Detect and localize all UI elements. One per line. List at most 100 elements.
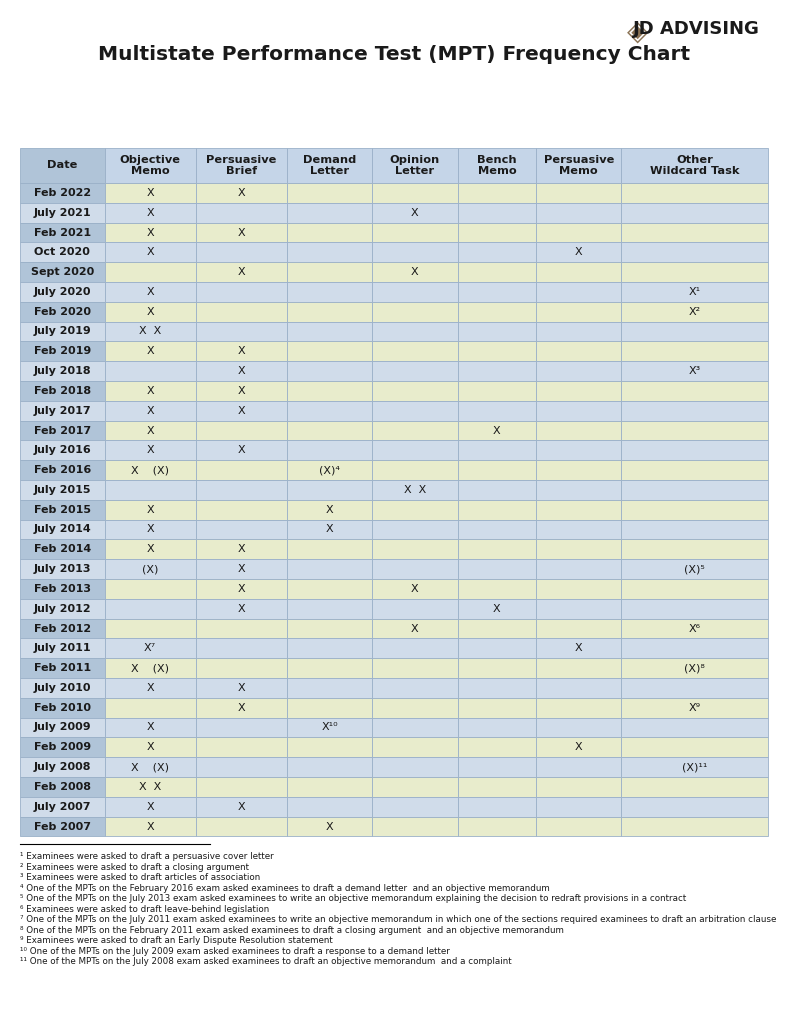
Bar xyxy=(458,441,536,460)
Text: X: X xyxy=(146,544,154,554)
Bar xyxy=(458,263,536,282)
Bar xyxy=(372,757,458,777)
Text: X  X: X X xyxy=(403,485,426,494)
Text: X: X xyxy=(146,386,154,396)
Bar xyxy=(20,697,104,718)
Bar xyxy=(536,441,622,460)
Bar xyxy=(458,540,536,559)
Text: X: X xyxy=(238,228,245,238)
Text: X: X xyxy=(238,406,245,416)
Bar xyxy=(536,282,622,302)
Bar xyxy=(372,678,458,697)
Text: Feb 2021: Feb 2021 xyxy=(34,228,91,238)
Bar xyxy=(622,242,768,263)
Text: X: X xyxy=(575,644,582,653)
Bar xyxy=(372,148,458,183)
Bar xyxy=(20,519,104,540)
Text: X    (X): X (X) xyxy=(131,762,169,772)
Bar xyxy=(195,222,287,242)
Bar xyxy=(20,579,104,598)
Bar xyxy=(622,777,768,797)
Bar xyxy=(458,282,536,302)
Text: ⁷ One of the MPTs on the July 2011 exam asked examinees to write an objective me: ⁷ One of the MPTs on the July 2011 exam … xyxy=(20,916,776,924)
Bar xyxy=(104,362,195,381)
Text: Persuasive
Memo: Persuasive Memo xyxy=(543,154,614,176)
Bar xyxy=(20,381,104,401)
Bar xyxy=(20,817,104,836)
Bar xyxy=(458,381,536,401)
Bar xyxy=(287,282,372,302)
Bar xyxy=(287,817,372,836)
Bar xyxy=(622,540,768,559)
Bar xyxy=(20,797,104,817)
Bar xyxy=(372,183,458,203)
Text: Feb 2011: Feb 2011 xyxy=(34,663,91,673)
Bar xyxy=(622,737,768,757)
Bar xyxy=(104,519,195,540)
Text: Objective
Memo: Objective Memo xyxy=(119,154,181,176)
Bar xyxy=(287,639,372,658)
Bar xyxy=(195,757,287,777)
Bar xyxy=(104,263,195,282)
Bar xyxy=(458,183,536,203)
Bar xyxy=(372,598,458,619)
Bar xyxy=(622,282,768,302)
Text: ⁹ Examinees were asked to draft an Early Dispute Resolution statement: ⁹ Examinees were asked to draft an Early… xyxy=(20,936,333,946)
Text: ⁸ One of the MPTs on the February 2011 exam asked examinees to draft a closing a: ⁸ One of the MPTs on the February 2011 e… xyxy=(20,926,564,935)
Bar xyxy=(104,737,195,757)
Bar xyxy=(536,658,622,678)
Bar xyxy=(104,183,195,203)
Text: X: X xyxy=(575,743,582,752)
Bar xyxy=(287,678,372,697)
Bar xyxy=(287,183,372,203)
Bar xyxy=(195,148,287,183)
Bar xyxy=(458,222,536,242)
Bar xyxy=(372,797,458,817)
Bar xyxy=(536,619,622,639)
Bar xyxy=(622,500,768,519)
Bar xyxy=(536,757,622,777)
Bar xyxy=(104,619,195,639)
Text: (X)⁴: (X)⁴ xyxy=(319,466,340,475)
Bar xyxy=(104,242,195,263)
Text: X⁹: X⁹ xyxy=(688,702,701,713)
Bar xyxy=(287,579,372,598)
Bar xyxy=(536,362,622,381)
Bar xyxy=(20,362,104,381)
Bar xyxy=(458,148,536,183)
Bar xyxy=(287,381,372,401)
Bar xyxy=(20,401,104,420)
Bar xyxy=(104,658,195,678)
Bar xyxy=(458,658,536,678)
Text: July 2019: July 2019 xyxy=(34,327,91,337)
Bar xyxy=(622,519,768,540)
Bar xyxy=(622,639,768,658)
Bar xyxy=(372,441,458,460)
Bar xyxy=(536,460,622,480)
Text: X: X xyxy=(146,187,154,198)
Bar xyxy=(622,203,768,222)
Bar xyxy=(536,817,622,836)
Bar xyxy=(104,639,195,658)
Bar xyxy=(195,579,287,598)
Bar xyxy=(622,420,768,441)
Bar xyxy=(195,619,287,639)
Bar xyxy=(458,639,536,658)
Bar xyxy=(622,222,768,242)
Text: X: X xyxy=(238,564,245,574)
Text: X²: X² xyxy=(688,307,701,316)
Text: Feb 2012: Feb 2012 xyxy=(34,623,91,633)
Bar xyxy=(536,242,622,263)
Bar xyxy=(287,598,372,619)
Text: July 2016: July 2016 xyxy=(34,445,91,455)
Bar xyxy=(195,441,287,460)
Text: (X): (X) xyxy=(142,564,159,574)
Bar xyxy=(458,341,536,362)
Bar xyxy=(104,381,195,401)
Bar xyxy=(372,697,458,718)
Bar xyxy=(287,757,372,777)
Text: July 2018: July 2018 xyxy=(34,366,91,376)
Bar xyxy=(20,540,104,559)
Bar xyxy=(195,697,287,718)
Bar xyxy=(622,598,768,619)
